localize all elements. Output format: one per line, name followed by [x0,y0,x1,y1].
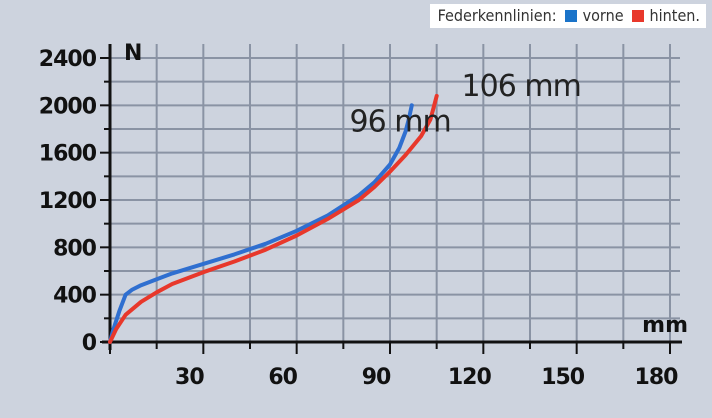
legend-title: Federkennlinien: [437,6,557,25]
y-tick-label: 800 [53,236,97,261]
y-tick-labels: 0 400 800 1200 1600 2000 2400 [39,47,98,356]
x-tick-labels: 30 60 90 120 150 180 [175,365,679,390]
y-axis-label: N [124,41,142,66]
x-tick-label: 120 [448,365,492,390]
x-tick-label: 180 [635,365,679,390]
y-tick-label: 1200 [39,189,97,214]
series-line-hinten [108,93,439,344]
legend-swatch-vorne [564,9,577,22]
legend-swatch-hinten [631,9,644,22]
axes [100,44,682,354]
series-line-vorne [108,103,414,344]
legend: Federkennlinien: vorne hinten. [429,4,706,28]
legend-label-vorne: vorne [582,6,624,25]
x-tick-label: 150 [541,365,585,390]
annotation-96mm: 96 mm [350,104,451,139]
annotation-106mm: 106 mm [462,69,581,104]
series-lines [108,93,439,344]
y-tick-label: 2000 [39,94,97,119]
y-tick-label: 0 [82,331,97,356]
x-tick-label: 90 [362,365,391,390]
x-tick-label: 60 [268,365,297,390]
legend-label-hinten: hinten. [649,6,700,25]
y-tick-label: 2400 [39,47,97,72]
x-tick-label: 30 [175,365,204,390]
y-tick-label: 400 [53,284,97,309]
grid [110,44,680,342]
x-axis-label: mm [642,313,688,338]
y-tick-label: 1600 [39,142,97,167]
